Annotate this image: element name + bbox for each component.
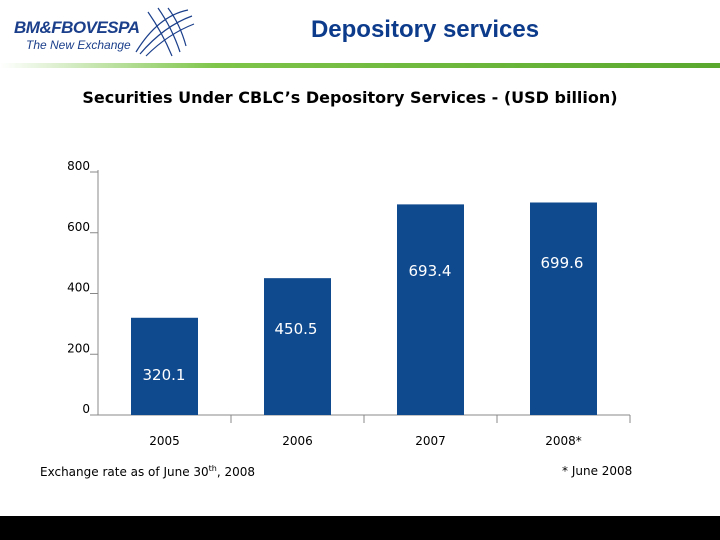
data-label: 693.4 (409, 262, 452, 280)
bottom-bar (0, 516, 720, 540)
data-label: 320.1 (143, 366, 186, 384)
y-tick-label: 200 (67, 341, 90, 355)
bar-2008 (530, 202, 597, 415)
exchange-rate-note-sup: th (208, 464, 217, 473)
x-tick-label: 2006 (282, 434, 313, 448)
bar-2005 (131, 317, 198, 415)
x-tick-label: 2005 (149, 434, 180, 448)
bar-2006 (264, 278, 331, 415)
slide-title: Depository services (310, 16, 540, 43)
x-tick-label: 2008* (545, 434, 582, 448)
exchange-rate-note-main: Exchange rate as of June 30 (40, 465, 209, 479)
logo-tagline: The New Exchange (26, 38, 131, 52)
bar-2007 (397, 204, 464, 415)
exchange-rate-note-tail: , 2008 (216, 465, 256, 479)
logo-name: BM&FBOVESPA (14, 18, 140, 37)
slide-title-box: Depository services (260, 10, 590, 50)
header-accent-bar (0, 63, 720, 68)
y-tick-label: 600 (67, 220, 90, 234)
y-tick-label: 400 (67, 281, 90, 295)
x-tick-label: 2007 (415, 434, 446, 448)
globe-icon (135, 7, 195, 57)
data-label: 450.5 (275, 320, 318, 338)
exchange-rate-note: Exchange rate as of June 30th, 2008 (40, 464, 255, 479)
y-tick-label: 800 (67, 159, 90, 173)
date-footnote: * June 2008 (562, 464, 633, 478)
chart-title: Securities Under CBLC’s Depository Servi… (82, 88, 618, 107)
y-tick-label: 0 (82, 402, 90, 416)
data-label: 699.6 (541, 254, 584, 272)
bmfbovespa-logo: BM&FBOVESPA The New Exchange (8, 6, 198, 60)
slide-header: BM&FBOVESPA The New Exchange Depository … (0, 0, 720, 64)
